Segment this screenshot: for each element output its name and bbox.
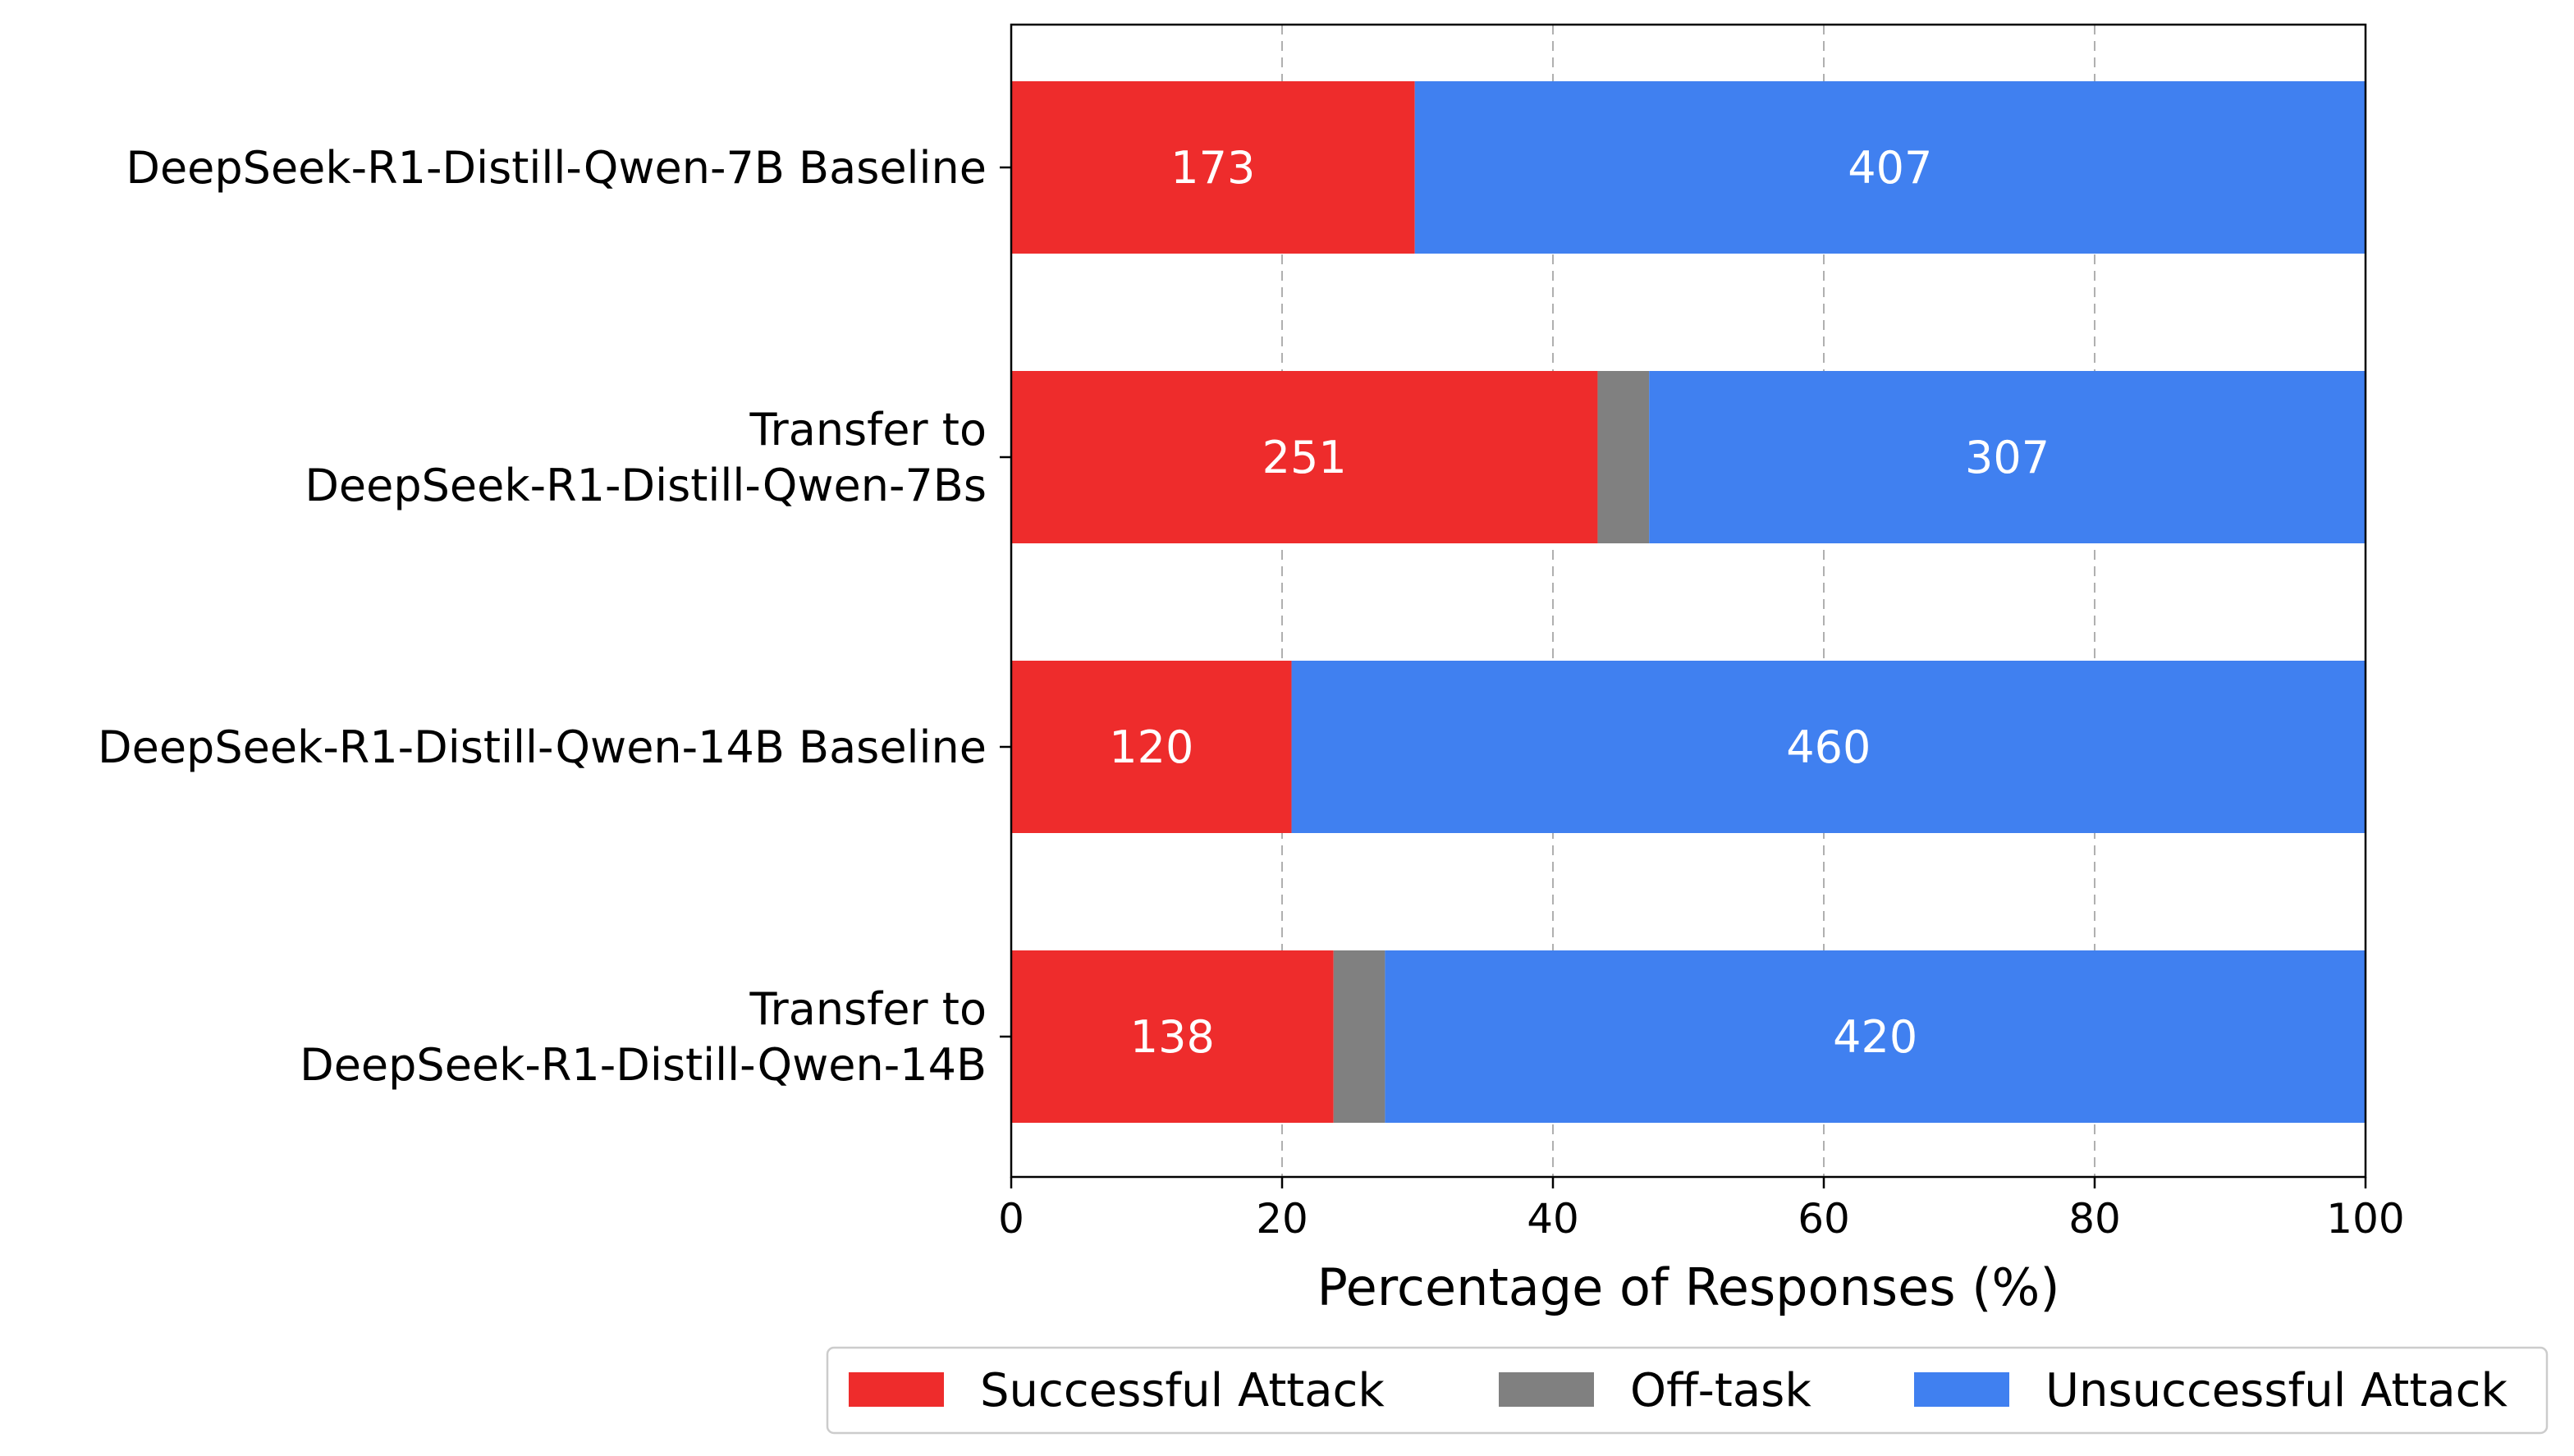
y-axis: DeepSeek-R1-Distill-Qwen-7B Baseline Tran… [98, 142, 1011, 1091]
bars [1011, 81, 2366, 1123]
data-label: 407 [1848, 142, 1932, 194]
x-tick-label: 20 [1256, 1195, 1308, 1243]
data-labels: 173 407 251 307 120 460 138 420 [1109, 142, 2050, 1063]
legend-swatch [1499, 1372, 1594, 1407]
bar-segment [1333, 950, 1385, 1123]
legend-swatch [1914, 1372, 2009, 1407]
x-axis-label: Percentage of Responses (%) [1317, 1257, 2059, 1317]
x-tick-label: 60 [1798, 1195, 1850, 1243]
bar-segment [1291, 661, 2366, 833]
y-category-label: DeepSeek-R1-Distill-Qwen-7B Baseline [126, 142, 987, 194]
data-label: 460 [1786, 721, 1871, 773]
x-tick-label: 40 [1527, 1195, 1579, 1243]
data-label: 173 [1170, 142, 1255, 194]
x-axis: 0 20 40 60 80 100 [998, 1177, 2405, 1243]
x-tick-label: 80 [2068, 1195, 2121, 1243]
legend-frame [826, 1346, 2549, 1435]
bar-segment [1011, 81, 1415, 254]
y-category-label: DeepSeek-R1-Distill-Qwen-14B [300, 1039, 987, 1091]
data-label: 307 [1965, 432, 2050, 483]
x-tick-label: 0 [998, 1195, 1024, 1243]
data-label: 138 [1130, 1011, 1215, 1063]
legend-swatch [849, 1372, 944, 1407]
legend: Successful Attack Off-task Unsuccessful At… [826, 1346, 2549, 1435]
x-tick-label: 100 [2326, 1195, 2404, 1243]
data-label: 120 [1109, 721, 1193, 773]
data-label: 420 [1833, 1011, 1917, 1063]
legend-label: Unsuccessful Attack [2045, 1364, 2508, 1417]
y-category-label: Transfer to [749, 404, 987, 456]
y-category-label: DeepSeek-R1-Distill-Qwen-7Bs [305, 460, 987, 511]
data-label: 251 [1262, 432, 1347, 483]
bar-segment [1011, 371, 1598, 543]
bar-segment [1414, 81, 2366, 254]
bar-segment [1597, 371, 1650, 543]
y-category-label: Transfer to [749, 983, 987, 1035]
bar-segment [1649, 371, 2366, 543]
plot-frame [1010, 23, 2367, 1179]
bar-segment [1385, 950, 2366, 1123]
legend-label: Successful Attack [980, 1364, 1385, 1417]
bar-segment [1011, 950, 1334, 1123]
legend-label: Off-task [1630, 1364, 1811, 1417]
bar-segment [1011, 661, 1292, 833]
y-category-label: DeepSeek-R1-Distill-Qwen-14B Baseline [98, 721, 987, 773]
